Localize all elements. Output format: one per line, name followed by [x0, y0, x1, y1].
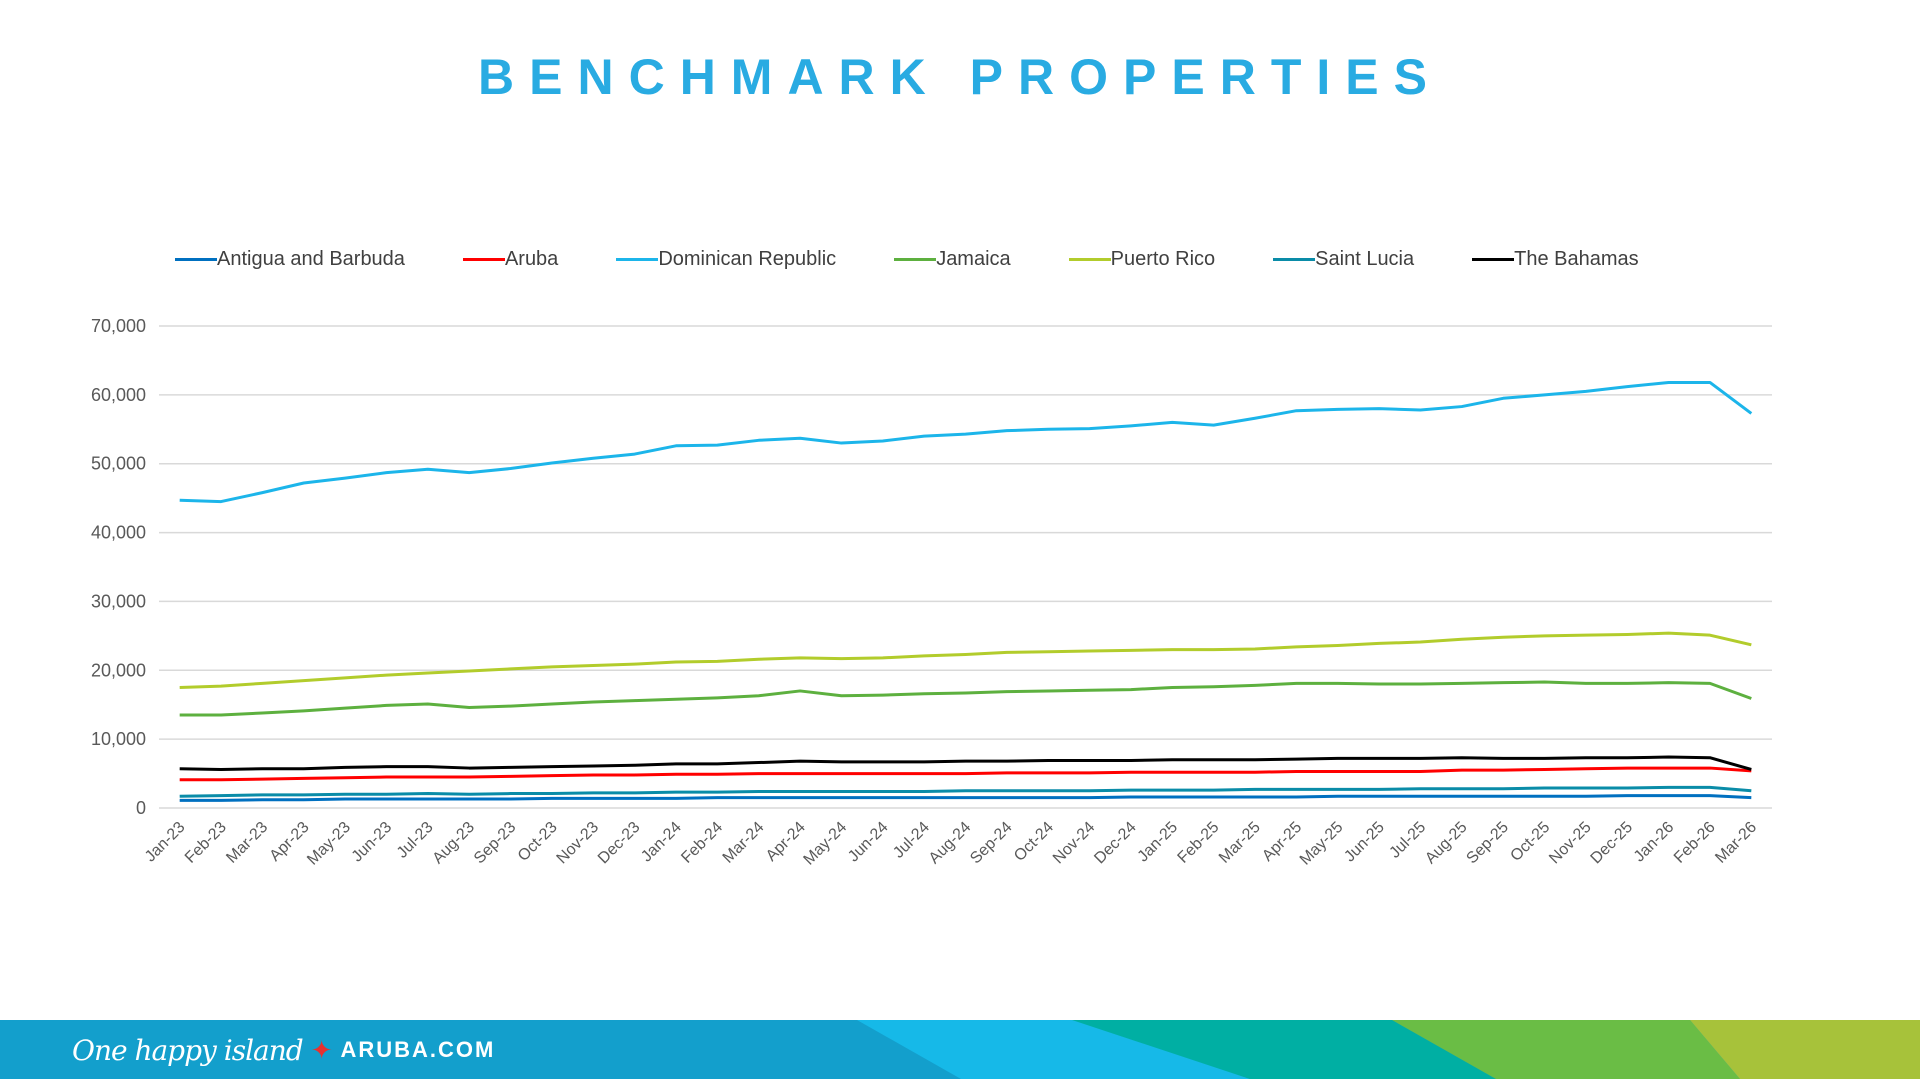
y-tick-label: 10,000 [91, 729, 146, 749]
x-tick-label: Sep-24 [967, 819, 1016, 868]
legend-swatch [175, 258, 217, 261]
x-tick-label: Feb-24 [678, 819, 726, 867]
y-tick-label: 30,000 [91, 591, 146, 611]
series-line-saint-lucia [179, 785, 1752, 798]
x-tick-label: Jun-23 [349, 819, 396, 866]
footer-color-bands [0, 1020, 1920, 1079]
footer-band-green [1392, 1020, 1740, 1079]
y-tick-label: 60,000 [91, 385, 146, 405]
series-line-jamaica [179, 680, 1752, 717]
x-tick-label: May-23 [304, 819, 354, 869]
x-tick-label: Nov-23 [554, 819, 603, 868]
series-line-puerto-rico [179, 631, 1752, 689]
x-tick-label: Mar-26 [1712, 819, 1760, 867]
series-line-aruba [179, 766, 1752, 782]
legend-item: Jamaica [894, 248, 1011, 271]
x-tick-label: Jan-25 [1135, 819, 1182, 866]
y-tick-label: 20,000 [91, 660, 146, 680]
x-tick-label: Oct-24 [1011, 819, 1057, 865]
x-tick-label: Oct-25 [1507, 819, 1553, 865]
legend-label: Puerto Rico [1110, 248, 1216, 270]
x-tick-label: Aug-23 [430, 819, 479, 868]
legend-swatch [462, 258, 505, 261]
legend-item: Antigua and Barbuda [175, 248, 405, 271]
y-tick-label: 40,000 [91, 523, 146, 543]
legend-swatch [1273, 258, 1316, 261]
x-tick-label: Feb-26 [1671, 819, 1719, 867]
legend-label: Jamaica [936, 248, 1011, 270]
legend-item: Puerto Rico [1068, 248, 1216, 271]
legend-label: Aruba [504, 248, 559, 270]
series-line-antigua-and-barbuda [179, 794, 1752, 802]
tagline: One happy island [72, 1033, 304, 1067]
x-tick-label: Jan-26 [1631, 819, 1678, 866]
legend-swatch [1472, 258, 1515, 261]
legend-item: Dominican Republic [616, 248, 836, 271]
x-tick-label: Sep-25 [1463, 819, 1512, 868]
footer-band-olive [1690, 1020, 1920, 1079]
series-line-dominican-republic [179, 380, 1753, 504]
x-tick-label: Aug-25 [1422, 819, 1471, 868]
aruba-logo: One happy island ✦ ARUBA.COM [72, 1030, 495, 1070]
legend-label: Antigua and Barbuda [217, 248, 405, 270]
x-tick-label: Aug-24 [926, 819, 975, 868]
site-link[interactable]: ARUBA.COM [340, 1037, 496, 1062]
x-tick-label: Sep-23 [471, 819, 520, 868]
x-tick-label: Jan-24 [638, 819, 685, 866]
legend-item: The Bahamas [1472, 248, 1639, 271]
y-tick-label: 0 [136, 798, 146, 818]
footer-band-teal [1072, 1020, 1496, 1079]
x-tick-label: Jan-23 [142, 819, 189, 866]
x-tick-label: Dec-23 [595, 819, 644, 868]
legend-item: Aruba [462, 248, 559, 271]
legend-swatch [1068, 258, 1111, 261]
x-tick-label: Feb-25 [1175, 819, 1223, 867]
legend-swatch [894, 258, 937, 261]
x-tick-label: May-24 [800, 819, 850, 869]
y-tick-label: 50,000 [91, 454, 146, 474]
footer-band-cyan [857, 1020, 1250, 1079]
page-title: BENCHMARK PROPERTIES [478, 49, 1442, 105]
x-tick-label: Jun-25 [1341, 819, 1388, 866]
x-tick-label: Mar-23 [223, 819, 271, 867]
x-tick-label: May-25 [1297, 819, 1347, 869]
chart-legend: Antigua and Barbuda Aruba Dominican Republ… [175, 248, 1697, 271]
star-icon: ✦ [310, 1034, 333, 1065]
x-tick-label: Nov-25 [1546, 819, 1595, 868]
line-chart: 0 10,000 20,000 30,000 40,000 50,000 60,000 70,… [91, 316, 1772, 869]
x-tick-label: Feb-23 [182, 819, 230, 867]
legend-label: The Bahamas [1514, 248, 1639, 270]
x-tick-label: Mar-24 [720, 819, 768, 867]
series-line-the-bahamas [179, 755, 1752, 771]
x-tick-label: Nov-24 [1050, 819, 1099, 868]
x-tick-label: Mar-25 [1216, 819, 1264, 867]
x-tick-label: Oct-23 [515, 819, 561, 865]
x-tick-label: Dec-24 [1091, 819, 1140, 868]
legend-swatch [616, 258, 659, 261]
x-tick-label: Dec-25 [1588, 819, 1637, 868]
x-tick-label: Jun-24 [845, 819, 892, 866]
legend-item: Saint Lucia [1273, 248, 1414, 271]
legend-label: Saint Lucia [1315, 248, 1415, 270]
y-tick-label: 70,000 [91, 316, 146, 336]
footer-banner [0, 1020, 1920, 1079]
legend-label: Dominican Republic [658, 248, 837, 270]
